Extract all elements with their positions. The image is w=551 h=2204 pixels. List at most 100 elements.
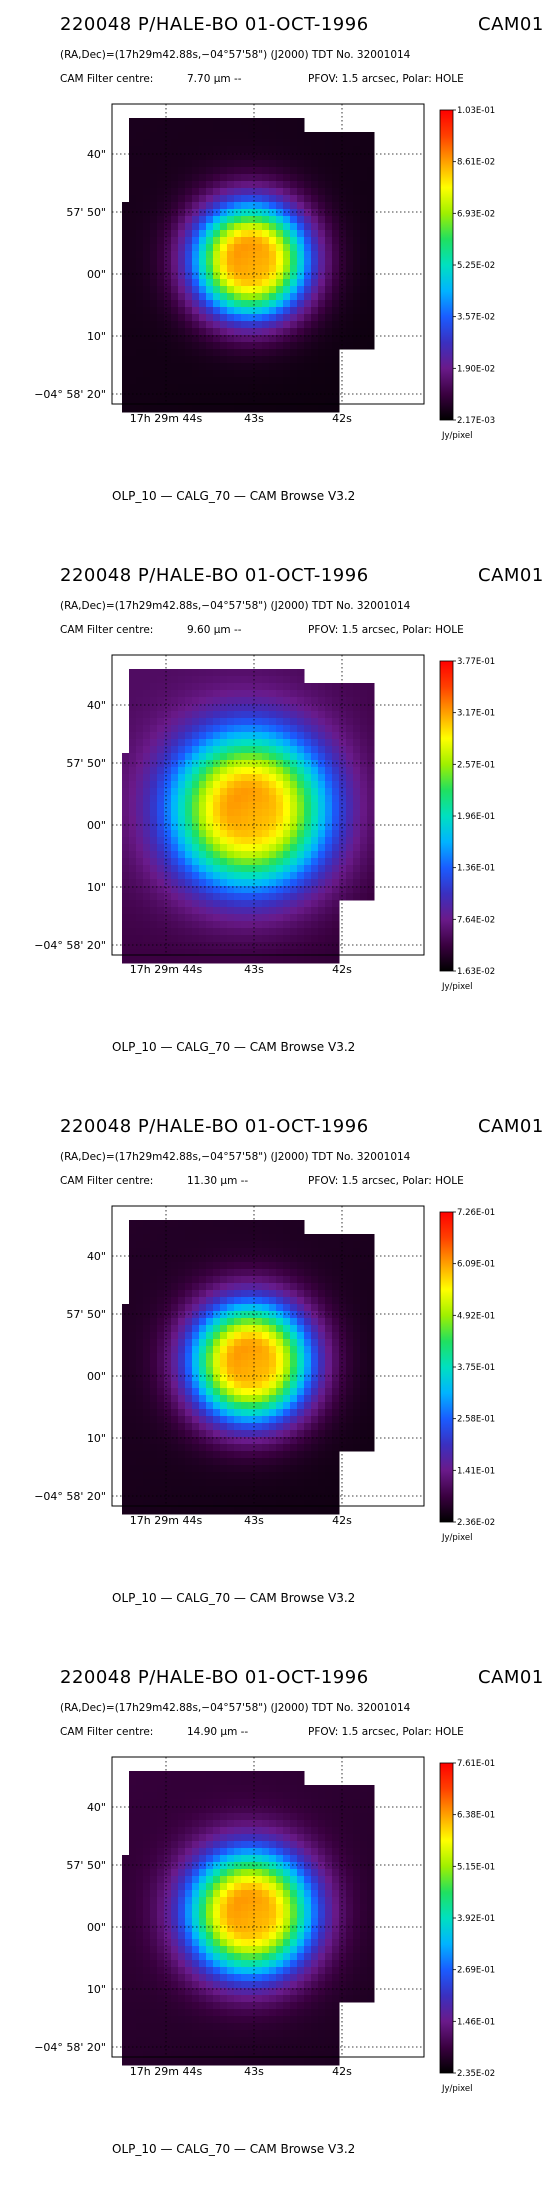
heatmap-cell bbox=[297, 816, 305, 824]
heatmap-cell bbox=[304, 858, 312, 866]
heatmap-cell bbox=[178, 1458, 186, 1466]
heatmap-cell bbox=[248, 837, 256, 845]
heatmap-cell bbox=[122, 1360, 130, 1368]
heatmap-cell bbox=[143, 1304, 151, 1312]
heatmap-cell bbox=[122, 1325, 130, 1333]
heatmap-cell bbox=[283, 928, 291, 936]
heatmap-cell bbox=[360, 788, 368, 796]
heatmap-cell bbox=[178, 1799, 186, 1807]
heatmap-cell bbox=[220, 1241, 228, 1249]
heatmap-cell bbox=[185, 1311, 193, 1319]
image-panel: 220048 P/HALE-BO 01-OCT-1996 CAM01 (RA,Dec… bbox=[0, 551, 551, 1102]
heatmap-cell bbox=[150, 167, 158, 175]
heatmap-cell bbox=[199, 1220, 207, 1228]
heatmap-cell bbox=[206, 921, 214, 929]
heatmap-cell bbox=[311, 1451, 319, 1459]
heatmap-cell bbox=[227, 1430, 235, 1438]
heatmap-cell bbox=[346, 1876, 354, 1884]
heatmap-cell bbox=[297, 837, 305, 845]
heatmap-cell bbox=[136, 1283, 144, 1291]
heatmap-cell bbox=[269, 223, 277, 231]
heatmap-cell bbox=[199, 1318, 207, 1326]
heatmap-cell bbox=[122, 202, 130, 210]
heatmap-cell bbox=[297, 293, 305, 301]
heatmap-cell bbox=[199, 802, 207, 810]
heatmap-cell bbox=[227, 307, 235, 315]
heatmap-cell bbox=[178, 1367, 186, 1375]
heatmap-cell bbox=[171, 781, 179, 789]
heatmap-cell bbox=[227, 1862, 235, 1870]
heatmap-cell bbox=[122, 244, 130, 252]
heatmap-cell bbox=[157, 1402, 165, 1410]
heatmap-cell bbox=[290, 167, 298, 175]
heatmap-cell bbox=[220, 886, 228, 894]
heatmap-cell bbox=[185, 907, 193, 915]
heatmap-cell bbox=[206, 1395, 214, 1403]
heatmap-cell bbox=[367, 1304, 375, 1312]
heatmap-cell bbox=[367, 335, 375, 343]
heatmap-cell bbox=[248, 1855, 256, 1863]
heatmap-cell bbox=[227, 1234, 235, 1242]
heatmap-cell bbox=[325, 879, 333, 887]
heatmap-cell bbox=[346, 753, 354, 761]
heatmap-cell bbox=[262, 244, 270, 252]
heatmap-cell bbox=[339, 1869, 347, 1877]
heatmap-cell bbox=[339, 244, 347, 252]
instrument-label: CAM01 bbox=[478, 14, 544, 35]
heatmap-cell bbox=[213, 195, 221, 203]
heatmap-cell bbox=[276, 1500, 284, 1508]
heatmap-cell bbox=[157, 1458, 165, 1466]
heatmap-cell bbox=[206, 1269, 214, 1277]
heatmap-cell bbox=[283, 1862, 291, 1870]
heatmap-cell bbox=[150, 725, 158, 733]
heatmap-cell bbox=[339, 1423, 347, 1431]
heatmap-cell bbox=[185, 153, 193, 161]
heatmap-cell bbox=[136, 1465, 144, 1473]
heatmap-cell bbox=[143, 858, 151, 866]
heatmap-cell bbox=[213, 1785, 221, 1793]
heatmap-cell bbox=[136, 1255, 144, 1263]
heatmap-cell bbox=[360, 1388, 368, 1396]
heatmap-cell bbox=[269, 1318, 277, 1326]
heatmap-cell bbox=[220, 132, 228, 140]
heatmap-cell bbox=[234, 1353, 242, 1361]
heatmap-cell bbox=[325, 1806, 333, 1814]
heatmap-cell bbox=[241, 676, 249, 684]
heatmap-cell bbox=[122, 279, 130, 287]
heatmap-cell bbox=[269, 956, 277, 964]
heatmap-cell bbox=[276, 802, 284, 810]
heatmap-cell bbox=[164, 1771, 172, 1779]
heatmap-cell bbox=[192, 335, 200, 343]
heatmap-cell bbox=[269, 1311, 277, 1319]
heatmap-cell bbox=[241, 669, 249, 677]
heatmap-cell bbox=[129, 858, 137, 866]
heatmap-cell bbox=[339, 293, 347, 301]
heatmap-cell bbox=[339, 286, 347, 294]
heatmap-cell bbox=[178, 370, 186, 378]
heatmap-cell bbox=[122, 781, 130, 789]
heatmap-cell bbox=[290, 1507, 298, 1515]
heatmap-cell bbox=[150, 1388, 158, 1396]
heatmap-cell bbox=[346, 711, 354, 719]
heatmap-cell bbox=[157, 732, 165, 740]
heatmap-cell bbox=[283, 865, 291, 873]
heatmap-cell bbox=[262, 251, 270, 259]
heatmap-cell bbox=[346, 1855, 354, 1863]
heatmap-cell bbox=[241, 809, 249, 817]
heatmap-cell bbox=[171, 711, 179, 719]
heatmap-cell bbox=[297, 732, 305, 740]
heatmap-cell bbox=[234, 202, 242, 210]
heatmap-cell bbox=[220, 188, 228, 196]
heatmap-cell bbox=[339, 1834, 347, 1842]
heatmap-cell bbox=[157, 286, 165, 294]
heatmap-cell bbox=[157, 809, 165, 817]
heatmap-cell bbox=[122, 398, 130, 406]
heatmap-cell bbox=[360, 1234, 368, 1242]
heatmap-cell bbox=[276, 1876, 284, 1884]
heatmap-cell bbox=[213, 272, 221, 280]
heatmap-cell bbox=[164, 942, 172, 950]
heatmap-cell bbox=[171, 1813, 179, 1821]
heatmap-cell bbox=[213, 732, 221, 740]
heatmap-cell bbox=[290, 216, 298, 224]
heatmap-cell bbox=[129, 1458, 137, 1466]
